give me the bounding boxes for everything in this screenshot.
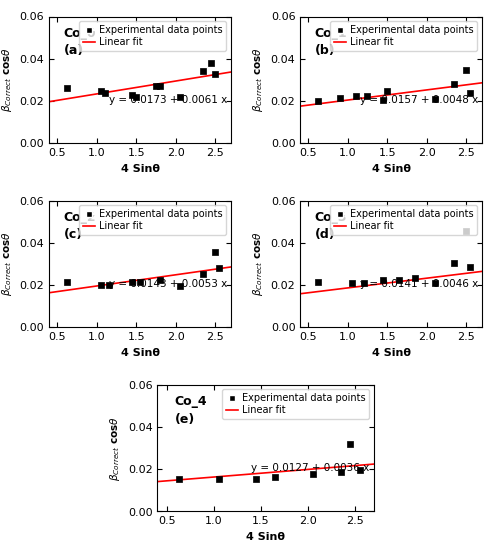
Text: y = 0.0127 + 0.0036 x: y = 0.0127 + 0.0036 x — [251, 463, 369, 473]
Text: (d): (d) — [315, 228, 336, 241]
Point — [212, 69, 219, 78]
Point — [379, 276, 387, 284]
X-axis label: 4 Sinθ: 4 Sinθ — [121, 348, 160, 358]
Text: y = 0.0143 + 0.0053 x: y = 0.0143 + 0.0053 x — [109, 279, 227, 289]
Point — [314, 278, 322, 287]
Point — [101, 88, 109, 97]
Point — [176, 92, 184, 101]
Text: (c): (c) — [64, 228, 83, 241]
Point — [252, 474, 260, 483]
Text: Co_2: Co_2 — [64, 211, 96, 224]
Point — [215, 264, 223, 273]
Point — [348, 279, 356, 288]
Point — [411, 273, 419, 282]
Point — [156, 276, 164, 284]
Point — [383, 86, 391, 95]
Legend: Experimental data points, Linear fit: Experimental data points, Linear fit — [79, 205, 226, 235]
X-axis label: 4 Sinθ: 4 Sinθ — [121, 164, 160, 174]
Point — [431, 95, 439, 103]
Point — [175, 474, 183, 483]
Point — [212, 248, 219, 257]
Point — [271, 472, 279, 481]
Point — [395, 276, 403, 284]
Point — [63, 84, 71, 93]
Text: (a): (a) — [64, 45, 84, 57]
Point — [63, 278, 71, 287]
Point — [96, 280, 104, 289]
Point — [451, 258, 459, 267]
Point — [105, 280, 113, 289]
Point — [136, 278, 144, 287]
Text: Co_3: Co_3 — [315, 211, 347, 224]
Point — [128, 90, 136, 99]
Legend: Experimental data points, Linear fit: Experimental data points, Linear fit — [330, 21, 477, 51]
Point — [208, 59, 215, 68]
Point — [360, 279, 368, 288]
Point — [462, 66, 470, 75]
Y-axis label: $\beta_{Correct}$ cos$\theta$: $\beta_{Correct}$ cos$\theta$ — [108, 416, 123, 481]
Legend: Experimental data points, Linear fit: Experimental data points, Linear fit — [79, 21, 226, 51]
Point — [215, 474, 222, 483]
Point — [199, 269, 207, 278]
Point — [364, 91, 371, 100]
Y-axis label: $\beta_{Correct}$ cos$\theta$: $\beta_{Correct}$ cos$\theta$ — [251, 232, 265, 296]
Point — [466, 263, 474, 272]
Point — [128, 278, 136, 287]
Point — [132, 92, 140, 101]
Y-axis label: $\beta_{Correct}$ cos$\theta$: $\beta_{Correct}$ cos$\theta$ — [251, 47, 265, 112]
X-axis label: 4 Sinθ: 4 Sinθ — [246, 532, 285, 542]
Point — [156, 82, 164, 91]
Text: (b): (b) — [315, 45, 336, 57]
Point — [346, 439, 354, 448]
Point — [431, 279, 439, 288]
Y-axis label: $\beta_{Correct}$ cos$\theta$: $\beta_{Correct}$ cos$\theta$ — [0, 47, 14, 112]
Point — [466, 88, 474, 97]
Point — [337, 468, 345, 477]
Text: Co_4: Co_4 — [175, 395, 208, 408]
Y-axis label: $\beta_{Correct}$ cos$\theta$: $\beta_{Correct}$ cos$\theta$ — [0, 232, 14, 296]
Point — [451, 80, 459, 89]
Point — [176, 282, 184, 290]
Point — [336, 94, 344, 102]
Point — [356, 466, 364, 475]
X-axis label: 4 Sinθ: 4 Sinθ — [371, 348, 411, 358]
Point — [199, 67, 207, 76]
X-axis label: 4 Sinθ: 4 Sinθ — [371, 164, 411, 174]
Point — [379, 96, 387, 104]
Text: Co_0: Co_0 — [64, 26, 96, 40]
Text: Co_1: Co_1 — [315, 26, 347, 40]
Text: y = 0.0141 + 0.0046 x: y = 0.0141 + 0.0046 x — [360, 279, 479, 289]
Point — [314, 97, 322, 106]
Point — [309, 470, 317, 479]
Point — [352, 91, 360, 100]
Legend: Experimental data points, Linear fit: Experimental data points, Linear fit — [222, 389, 369, 419]
Point — [96, 86, 104, 95]
Point — [152, 82, 160, 91]
Text: y = 0.0157 + 0.0048 x: y = 0.0157 + 0.0048 x — [360, 95, 479, 105]
Point — [462, 227, 470, 235]
Text: y = 0.0173 + 0.0061 x: y = 0.0173 + 0.0061 x — [109, 95, 227, 105]
Legend: Experimental data points, Linear fit: Experimental data points, Linear fit — [330, 205, 477, 235]
Text: (e): (e) — [175, 412, 195, 426]
